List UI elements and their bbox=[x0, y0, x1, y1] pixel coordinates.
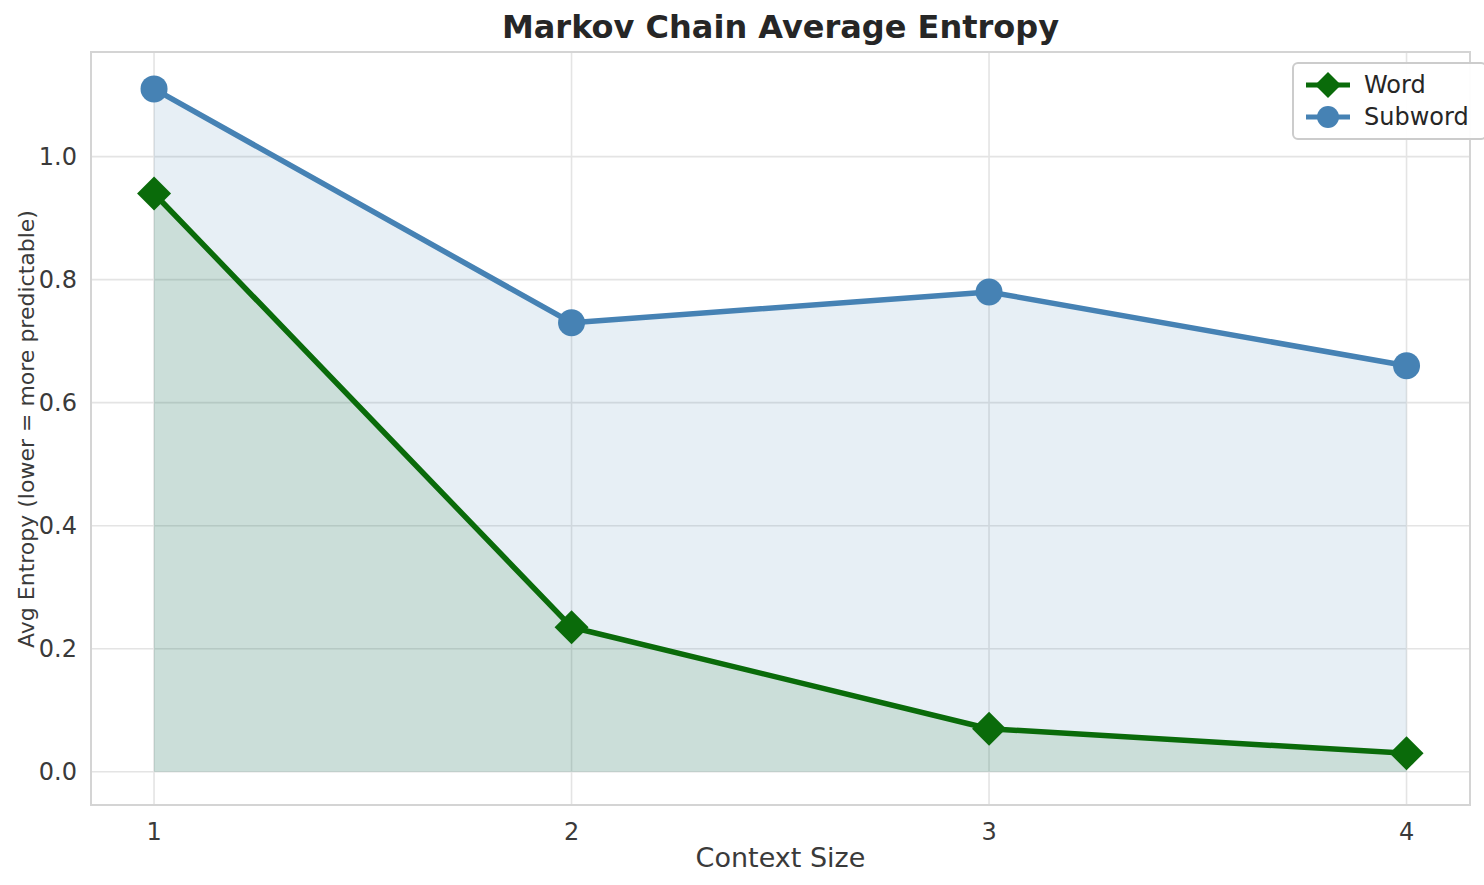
data-point-marker-subword bbox=[976, 278, 1003, 305]
x-tick-label: 4 bbox=[1399, 818, 1414, 846]
figure: Markov Chain Average Entropy Avg Entropy… bbox=[0, 0, 1484, 885]
data-point-marker-subword bbox=[141, 75, 168, 102]
y-tick-label: 1.0 bbox=[39, 143, 77, 171]
legend-label: Subword bbox=[1364, 103, 1469, 131]
plot-area: 1 2 3 4 0.0 0.2 0.4 0.6 0.8 1.0 bbox=[0, 0, 1484, 885]
y-tick-label: 0.6 bbox=[39, 389, 77, 417]
y-tick-label: 0.4 bbox=[39, 512, 77, 540]
x-tick-label: 2 bbox=[564, 818, 579, 846]
data-point-marker-subword bbox=[1393, 352, 1420, 379]
circle-marker-icon bbox=[1304, 102, 1352, 132]
x-tick-label: 1 bbox=[146, 818, 161, 846]
y-tick-label: 0.0 bbox=[39, 758, 77, 786]
legend-label: Word bbox=[1364, 71, 1426, 99]
y-tick-label: 0.2 bbox=[39, 635, 77, 663]
data-point-marker-subword bbox=[558, 309, 585, 336]
legend-item-word: Word bbox=[1304, 70, 1469, 100]
legend: Word Subword bbox=[1292, 62, 1484, 140]
legend-item-subword: Subword bbox=[1304, 102, 1469, 132]
y-tick-label: 0.8 bbox=[39, 266, 77, 294]
diamond-marker-icon bbox=[1304, 70, 1352, 100]
x-tick-label: 3 bbox=[981, 818, 996, 846]
